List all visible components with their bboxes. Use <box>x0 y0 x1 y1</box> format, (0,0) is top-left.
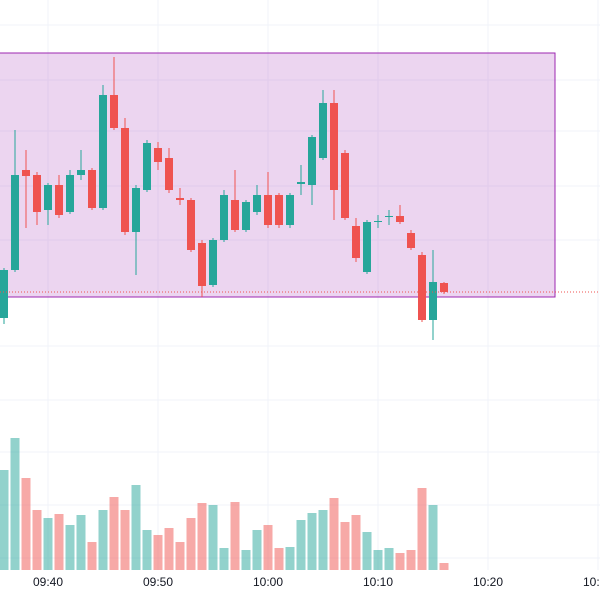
volume-bar <box>164 528 174 570</box>
candle-body <box>440 283 448 292</box>
candle-body <box>0 270 8 318</box>
candle-body <box>110 95 118 128</box>
candle-body <box>231 200 239 230</box>
volume-bar <box>395 553 405 570</box>
x-tick-label: 10:20 <box>473 575 503 589</box>
volume-bar <box>230 502 240 570</box>
candle-body <box>319 103 327 158</box>
candle-body <box>66 175 74 212</box>
candle-body <box>132 188 140 232</box>
volume-bar <box>120 510 130 570</box>
volume-bar <box>208 505 218 570</box>
candle-body <box>352 226 360 258</box>
volume-bar <box>219 548 229 570</box>
volume-bar <box>65 525 75 570</box>
candle-body <box>429 282 437 320</box>
candle-body <box>55 185 63 215</box>
candle-body <box>275 195 283 225</box>
candle-body <box>341 153 349 218</box>
candle-body <box>264 195 272 225</box>
candle-body <box>407 233 415 248</box>
candle-body <box>33 175 41 212</box>
volume-bar <box>329 498 339 570</box>
x-tick-label: 09:50 <box>143 575 173 589</box>
volume-bar <box>373 550 383 570</box>
candle-body <box>330 103 338 190</box>
volume-bar <box>241 550 251 570</box>
volume-bar <box>87 542 97 570</box>
candle-body <box>11 175 19 270</box>
volume-bar <box>351 515 361 570</box>
candle-body <box>209 240 217 285</box>
candle-body <box>99 95 107 208</box>
candle-body <box>220 195 228 240</box>
volume-bar <box>54 514 64 570</box>
volume-bar <box>98 510 108 570</box>
candle-body <box>242 202 250 230</box>
candle-body <box>385 216 393 217</box>
candle-body <box>22 170 30 176</box>
candle-body <box>154 148 162 162</box>
candle-body <box>44 185 52 210</box>
volume-bar <box>296 520 306 570</box>
volume-bar <box>362 532 372 570</box>
candle-body <box>253 195 261 212</box>
volume-bar <box>384 548 394 570</box>
candle-body <box>418 255 426 320</box>
x-tick-label: 10: <box>583 575 600 589</box>
volume-bar <box>197 503 207 570</box>
volume-bar <box>340 522 350 570</box>
candle-body <box>176 198 184 200</box>
volume-bar <box>43 518 53 570</box>
volume-bar <box>142 530 152 570</box>
candle-body <box>308 137 316 185</box>
volume-bar <box>307 513 317 570</box>
x-tick-label: 10:00 <box>253 575 283 589</box>
volume-bar <box>428 505 438 570</box>
volume-bar <box>76 515 86 570</box>
volume-bar <box>32 510 42 570</box>
candle-body <box>363 222 371 272</box>
x-tick-label: 09:40 <box>33 575 63 589</box>
volume-bar <box>318 510 328 570</box>
volume-bar <box>263 525 273 570</box>
candle-body <box>297 182 305 184</box>
candle-body <box>88 170 96 208</box>
candle-body <box>286 195 294 225</box>
volume-bar <box>439 563 449 570</box>
x-tick-label: 10:10 <box>363 575 393 589</box>
volume-bar <box>21 478 31 570</box>
candle-body <box>374 221 382 222</box>
candle-body <box>165 158 173 190</box>
volume-bar <box>406 550 416 570</box>
candle-body <box>143 143 151 190</box>
candle-body <box>396 216 404 222</box>
candle-body <box>121 128 129 232</box>
volume-bar <box>0 470 9 570</box>
candle-body <box>187 200 195 250</box>
volume-bar <box>10 438 20 570</box>
volume-bar <box>131 485 141 570</box>
volume-bar <box>109 497 119 570</box>
volume-bar <box>252 530 262 570</box>
volume-bar <box>274 548 284 570</box>
volume-bar <box>186 518 196 570</box>
candle-body <box>198 243 206 286</box>
candle-body <box>77 170 85 175</box>
volume-bar <box>175 542 185 570</box>
volume-bar <box>153 535 163 570</box>
volume-bar <box>417 488 427 570</box>
volume-bar <box>285 547 295 570</box>
